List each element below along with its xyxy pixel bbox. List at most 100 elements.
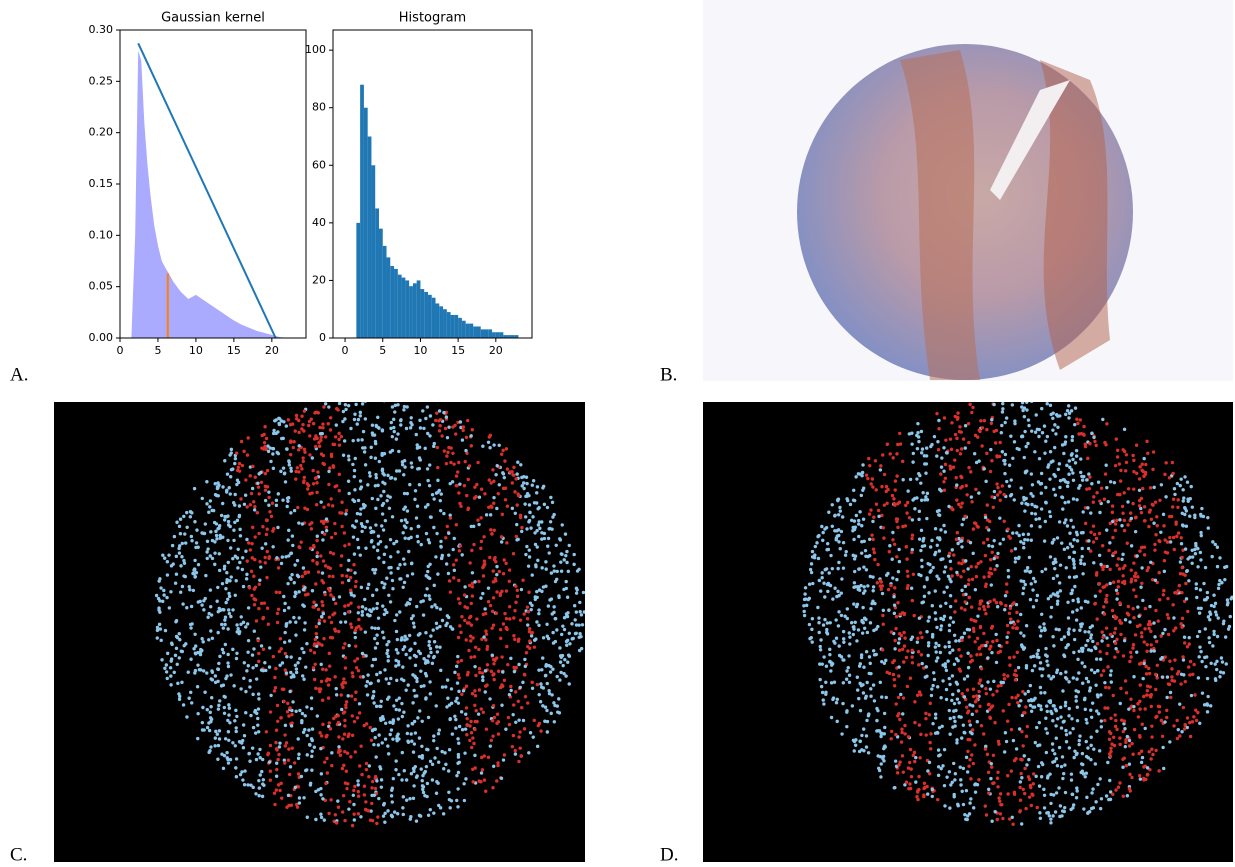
cell-dot: [536, 559, 539, 562]
cell-dot: [499, 628, 502, 631]
cell-dot: [560, 553, 563, 556]
cell-map: [703, 402, 1233, 862]
cell-dot: [963, 731, 966, 734]
cell-dot: [218, 552, 221, 555]
cell-dot: [943, 570, 946, 573]
cell-dot: [245, 669, 248, 672]
cell-dot: [1081, 752, 1084, 755]
cell-dot: [1015, 626, 1018, 629]
cell-dot: [314, 663, 317, 666]
cell-dot: [276, 720, 279, 723]
cell-dot: [446, 697, 449, 700]
cell-dot: [1137, 715, 1140, 718]
cell-dot: [1012, 655, 1015, 658]
cell-dot: [913, 751, 916, 754]
cell-dot: [918, 537, 921, 540]
cell-dot: [537, 624, 540, 627]
cell-dot: [253, 558, 256, 561]
cell-dot: [1062, 452, 1065, 455]
cell-dot: [292, 440, 295, 443]
cell-dot: [381, 631, 384, 634]
cell-dot: [314, 687, 317, 690]
cell-dot: [1180, 536, 1183, 539]
cell-dot: [436, 466, 439, 469]
cell-dot: [1074, 461, 1077, 464]
cell-dot: [457, 461, 460, 464]
cell-dot: [264, 669, 267, 672]
cell-dot: [1032, 605, 1035, 608]
cell-dot: [1126, 523, 1129, 526]
cell-dot: [480, 488, 483, 491]
cell-dot: [508, 605, 511, 608]
cell-dot: [384, 545, 387, 548]
cell-dot: [1050, 606, 1053, 609]
cell-dot: [560, 633, 563, 636]
cell-dot: [1124, 469, 1127, 472]
cell-dot: [424, 631, 427, 634]
cell-dot: [209, 705, 212, 708]
cell-dot: [267, 557, 270, 560]
cell-dot: [320, 772, 323, 775]
cell-dot: [1055, 628, 1058, 631]
cell-dot: [1154, 749, 1157, 752]
cell-dot: [1156, 524, 1159, 527]
cell-dot: [196, 712, 199, 715]
cell-dot: [1114, 642, 1117, 645]
cell-dot: [536, 507, 539, 510]
cell-dot: [881, 614, 884, 617]
cell-dot: [1008, 664, 1011, 667]
cell-dot: [344, 703, 347, 706]
cell-dot: [1179, 682, 1182, 685]
cell-dot: [285, 505, 288, 508]
cell-dot: [1119, 687, 1122, 690]
cell-dot: [981, 426, 984, 429]
cell-dot: [920, 451, 923, 454]
cell-dot: [1173, 548, 1176, 551]
cell-dot: [1059, 479, 1062, 482]
cell-dot: [487, 506, 490, 509]
cell-dot: [1006, 527, 1009, 530]
cell-dot: [1001, 817, 1004, 820]
cell-dot: [900, 731, 903, 734]
cell-dot: [892, 595, 895, 598]
cell-dot: [920, 559, 923, 562]
cell-dot: [1098, 777, 1101, 780]
cell-dot: [233, 462, 236, 465]
cell-dot: [525, 476, 528, 479]
cell-dot: [381, 469, 384, 472]
cell-dot: [1070, 778, 1073, 781]
cell-dot: [316, 551, 319, 554]
cell-dot: [1191, 505, 1194, 508]
cell-dot: [1140, 750, 1143, 753]
cell-dot: [473, 766, 476, 769]
cell-dot: [257, 660, 260, 663]
cell-dot: [223, 565, 226, 568]
cell-dot: [445, 562, 448, 565]
cell-dot: [340, 399, 343, 402]
cell-dot: [264, 561, 267, 564]
cell-dot: [284, 668, 287, 671]
cell-dot: [230, 448, 233, 451]
cell-dot: [375, 779, 378, 782]
cell-dot: [1031, 483, 1034, 486]
cell-dot: [1014, 560, 1017, 563]
cell-dot: [531, 484, 534, 487]
cell-dot: [509, 689, 512, 692]
cell-dot: [1052, 704, 1055, 707]
cell-dot: [434, 555, 437, 558]
cell-dot: [1087, 547, 1090, 550]
cell-dot: [234, 594, 237, 597]
cell-dot: [1018, 786, 1021, 789]
cell-dot: [485, 648, 488, 651]
cell-dot: [1151, 503, 1154, 506]
cell-dot: [1055, 791, 1058, 794]
cell-dot: [355, 666, 358, 669]
cell-dot: [468, 464, 471, 467]
cell-dot: [1097, 712, 1100, 715]
cell-dot: [484, 684, 487, 687]
cell-dot: [1098, 589, 1101, 592]
cell-dot: [278, 417, 281, 420]
cell-dot: [989, 687, 992, 690]
cell-dot: [578, 632, 581, 635]
cell-dot: [413, 742, 416, 745]
